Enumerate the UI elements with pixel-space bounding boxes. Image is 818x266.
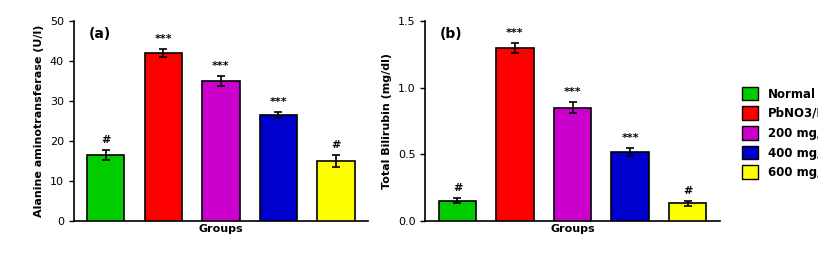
Bar: [87, 155, 124, 221]
Y-axis label: Alanine aminotransferase (U/l): Alanine aminotransferase (U/l): [34, 25, 44, 217]
Bar: [554, 108, 591, 221]
Bar: [612, 152, 649, 221]
Y-axis label: Total Bilirubin (mg/dl): Total Bilirubin (mg/dl): [383, 53, 393, 189]
Text: ***: ***: [212, 61, 230, 71]
Text: #: #: [453, 183, 462, 193]
Bar: [260, 115, 297, 221]
Bar: [497, 48, 533, 221]
Legend: Normal, PbNO3/HgCl, 200 mg/kg, 400 mg/kg, 600 mg/kg: Normal, PbNO3/HgCl, 200 mg/kg, 400 mg/kg…: [738, 83, 818, 183]
Bar: [317, 161, 355, 221]
Text: ***: ***: [622, 133, 639, 143]
Text: ***: ***: [564, 88, 582, 97]
X-axis label: Groups: Groups: [199, 223, 243, 234]
Text: #: #: [683, 186, 692, 196]
Bar: [438, 201, 476, 221]
Text: ***: ***: [506, 28, 524, 38]
Text: (a): (a): [88, 27, 110, 41]
Text: ***: ***: [155, 34, 172, 44]
Text: ***: ***: [270, 97, 287, 107]
Bar: [669, 203, 707, 221]
Bar: [145, 53, 182, 221]
X-axis label: Groups: Groups: [551, 223, 595, 234]
Text: (b): (b): [440, 27, 463, 41]
Text: #: #: [101, 135, 110, 145]
Bar: [202, 81, 240, 221]
Text: #: #: [331, 140, 340, 150]
